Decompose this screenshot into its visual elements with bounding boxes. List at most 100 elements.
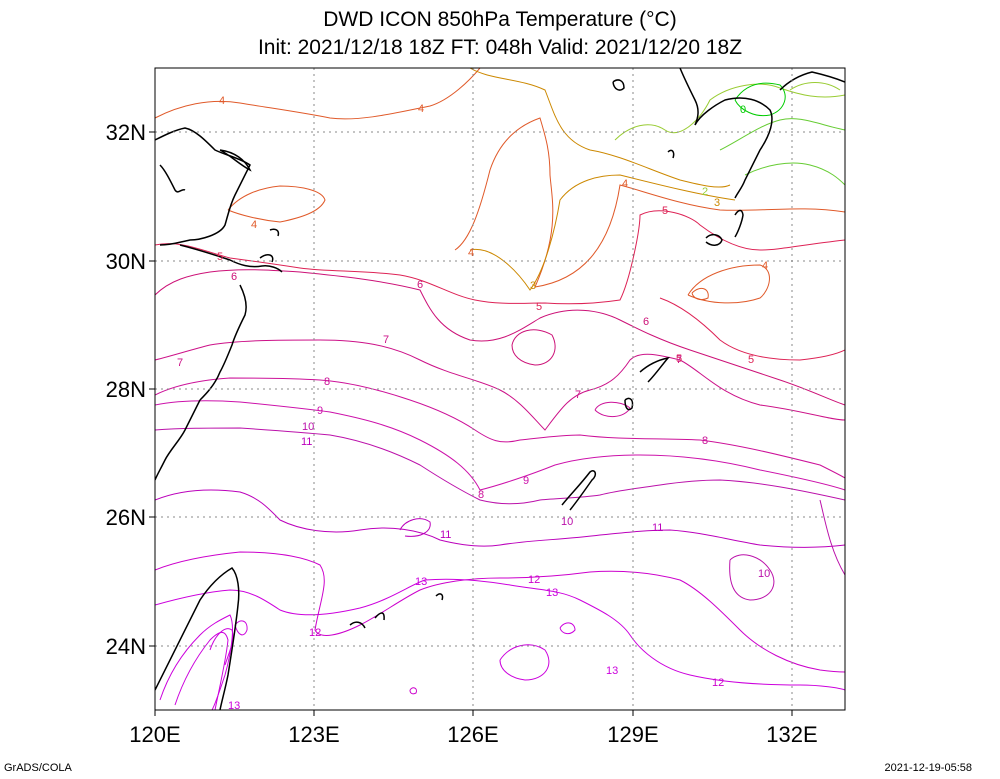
contour-label: 11 xyxy=(301,436,312,448)
lat-label-26n: 26N xyxy=(105,505,146,530)
contour-label: 11 xyxy=(652,522,663,534)
contour-label: 8 xyxy=(702,435,708,447)
contour-13 xyxy=(155,578,845,691)
contour-4 xyxy=(691,287,709,301)
contour-label: 4 xyxy=(418,103,424,115)
contour-labels: 4 4 4 4 4 4 3 3 2 5 5 5 5 5 6 6 6 7 7 7 … xyxy=(177,95,770,712)
contour-label: 5 xyxy=(748,354,754,366)
contour-8 xyxy=(155,377,845,479)
island-small xyxy=(612,79,625,91)
island-yakushima xyxy=(705,233,723,246)
contour-label: 5 xyxy=(662,205,668,217)
contour-10 xyxy=(155,427,845,505)
coastline-china xyxy=(219,149,252,172)
contour-label: 0 xyxy=(740,104,746,116)
contour-label: 4 xyxy=(622,178,628,190)
contour-label: 7 xyxy=(575,389,581,401)
contour-13 xyxy=(499,644,550,681)
lat-label-30n: 30N xyxy=(105,249,146,274)
island-small xyxy=(667,149,675,159)
map-title-line2: Init: 2021/12/18 18Z FT: 048h Valid: 202… xyxy=(257,36,743,59)
contour-label: 10 xyxy=(561,516,573,528)
contour-12 xyxy=(409,687,417,695)
contour-label: 3 xyxy=(714,197,720,209)
contour-label: 2 xyxy=(702,186,708,198)
contour-9 xyxy=(155,400,845,491)
contour-label: 7 xyxy=(383,334,389,346)
contour-2 xyxy=(614,83,845,141)
contour-label: 12 xyxy=(528,574,540,586)
contour-1 xyxy=(719,118,845,151)
contour-label: 5 xyxy=(217,251,223,263)
island-okinawa xyxy=(561,470,597,511)
contour-4 xyxy=(687,264,770,304)
contour-1 xyxy=(744,162,845,186)
contour-0 xyxy=(734,82,786,117)
contour-label: 7 xyxy=(676,354,682,366)
contour-label: 10 xyxy=(758,568,770,580)
contour-label: 4 xyxy=(251,219,257,231)
lon-label-123e: 123E xyxy=(288,722,340,747)
footer-software-credit: GrADS/COLA xyxy=(4,762,72,774)
contour-label: 8 xyxy=(478,489,484,501)
contour-8 xyxy=(594,401,631,417)
contour-label: 6 xyxy=(231,271,237,283)
contour-14 xyxy=(159,614,233,710)
contour-2 xyxy=(789,82,841,91)
lat-label-24n: 24N xyxy=(105,634,146,659)
contour-label: 10 xyxy=(302,421,314,433)
coastline-kyushu xyxy=(779,71,845,91)
contour-label: 13 xyxy=(415,576,427,588)
contour-label: 5 xyxy=(676,353,682,365)
contour-label: 7 xyxy=(177,357,183,369)
contour-12 xyxy=(155,551,845,673)
contour-label: 4 xyxy=(762,260,768,272)
coastline-china xyxy=(155,127,251,246)
island-amami xyxy=(639,356,670,383)
contour-label: 9 xyxy=(523,475,529,487)
coastline-china xyxy=(155,399,201,481)
contour-label: 9 xyxy=(317,405,323,417)
coastline-kyushu xyxy=(679,68,773,199)
contour-label: 11 xyxy=(440,529,451,541)
contour-3 xyxy=(469,68,731,188)
coastline-china xyxy=(159,164,186,193)
contour-label: 6 xyxy=(643,316,649,328)
contour-3 xyxy=(469,174,736,291)
contour-5 xyxy=(659,297,845,361)
lon-label-129e: 129E xyxy=(607,722,659,747)
island-miyako xyxy=(435,593,444,601)
contour-14 xyxy=(174,632,229,710)
contour-4 xyxy=(454,117,845,288)
contour-10 xyxy=(819,499,845,576)
lat-label-28n: 28N xyxy=(105,377,146,402)
lon-label-120e: 120E xyxy=(129,722,181,747)
contour-label: 8 xyxy=(324,376,330,388)
island-small xyxy=(624,397,634,411)
contour-6 xyxy=(511,329,556,366)
footer-timestamp: 2021-12-19-05:58 xyxy=(884,762,972,774)
contour-14 xyxy=(209,628,234,666)
contour-5 xyxy=(155,210,845,305)
coastline-china xyxy=(199,284,247,401)
contour-label: 13 xyxy=(546,587,558,599)
contour-label: 13 xyxy=(228,700,240,712)
contour-13 xyxy=(559,622,576,635)
contour-label: 6 xyxy=(417,279,423,291)
contour-label: 12 xyxy=(309,627,321,639)
axis-ticks xyxy=(149,131,793,716)
lon-label-126e: 126E xyxy=(447,722,499,747)
contour-label: 4 xyxy=(468,247,474,259)
contour-label: 3 xyxy=(530,280,536,292)
coastline-taiwan xyxy=(155,567,240,710)
contour-label: 5 xyxy=(536,301,542,313)
contour-6 xyxy=(155,269,845,406)
contour-14 xyxy=(234,620,248,636)
contour-7 xyxy=(155,339,845,431)
contour-11 xyxy=(155,489,845,548)
lon-label-132e: 132E xyxy=(766,722,818,747)
contour-4 xyxy=(227,185,326,223)
grid-lines xyxy=(155,68,845,710)
contour-11 xyxy=(399,518,431,537)
